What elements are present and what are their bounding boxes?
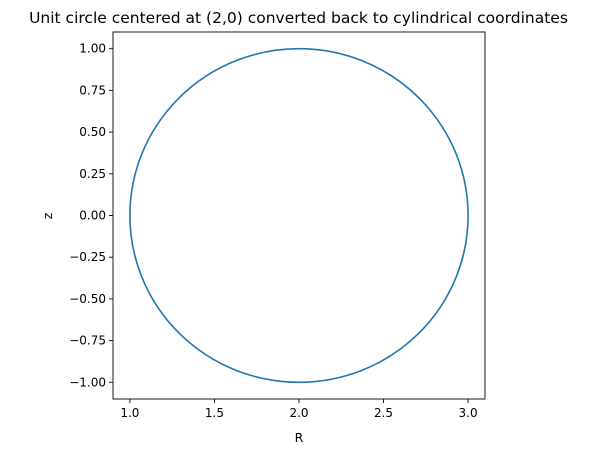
axes-frame (112, 31, 486, 400)
y-axis: 1.00 0.75 0.50 0.25 0.00 −0.25 −0.50 −0.75 −1.00 (69, 42, 113, 389)
circle-series-line (129, 47, 469, 384)
x-tick-label: 3.0 (459, 406, 478, 420)
x-axis-label: R (295, 430, 304, 445)
y-tick-label: 1.00 (79, 42, 106, 56)
y-tick-label: −0.50 (69, 292, 106, 306)
y-tick-label: 0.25 (79, 167, 106, 181)
chart-title: Unit circle centered at (2,0) converted … (29, 9, 568, 27)
y-tick-label: 0.00 (79, 209, 106, 223)
y-tick-label: −0.25 (69, 250, 106, 264)
plot-area (129, 47, 469, 384)
x-tick-label: 2.5 (374, 406, 393, 420)
y-axis-label: z (40, 212, 55, 219)
x-axis: 1.0 1.5 2.0 2.5 3.0 (120, 399, 478, 420)
y-tick-label: 0.50 (79, 125, 106, 139)
y-tick-label: 0.75 (79, 83, 106, 97)
y-tick-label: −0.75 (69, 334, 106, 348)
y-tick-label: −1.00 (69, 375, 106, 389)
x-tick-label: 1.5 (205, 406, 224, 420)
x-tick-label: 2.0 (289, 406, 308, 420)
x-tick-label: 1.0 (120, 406, 139, 420)
